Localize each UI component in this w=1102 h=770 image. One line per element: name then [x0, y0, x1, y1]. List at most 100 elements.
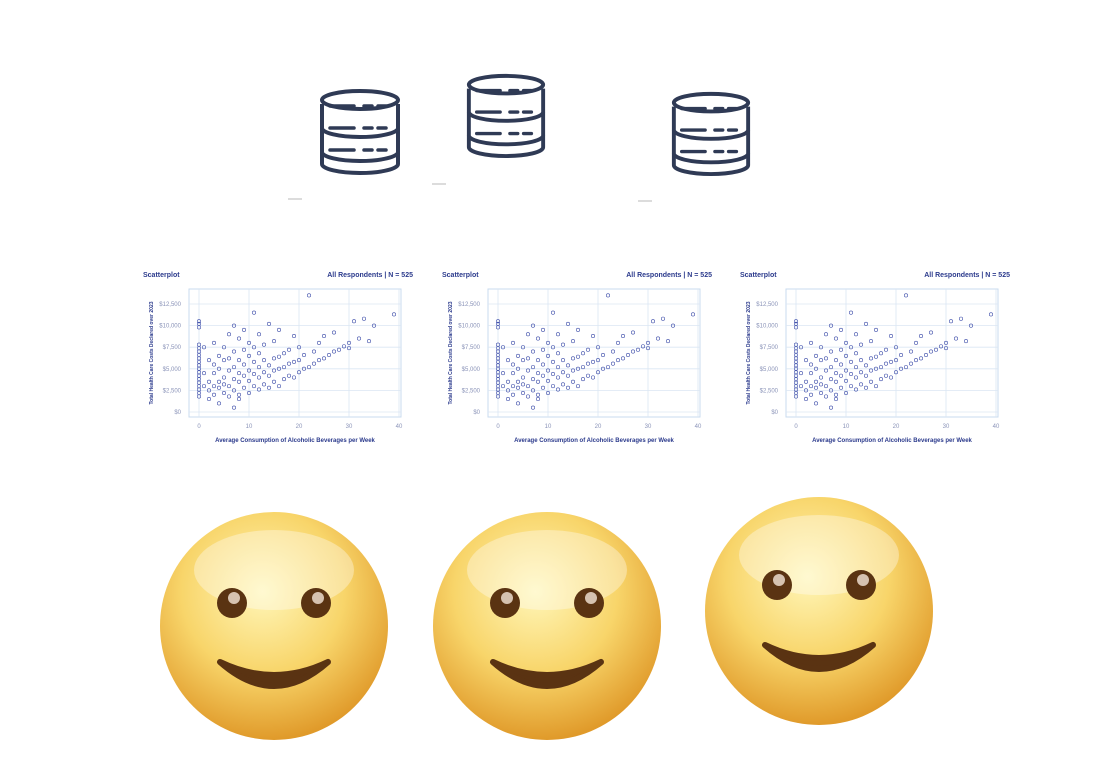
data-point: [312, 361, 317, 366]
data-point: [267, 385, 272, 390]
data-point: [824, 332, 829, 337]
data-point: [500, 384, 505, 389]
data-point: [606, 293, 611, 298]
y-tick-label: $10,000: [756, 324, 778, 330]
data-point: [302, 366, 307, 371]
data-point: [864, 363, 869, 368]
data-point: [222, 358, 227, 363]
data-point: [561, 358, 566, 363]
data-point: [541, 327, 546, 332]
data-point: [367, 339, 372, 344]
data-point: [531, 349, 536, 354]
data-point: [212, 371, 217, 376]
data-point: [237, 397, 242, 402]
data-point: [267, 373, 272, 378]
data-point: [793, 325, 798, 330]
data-point: [212, 340, 217, 345]
data-point: [859, 342, 864, 347]
data-point: [889, 375, 894, 380]
data-point: [611, 361, 616, 366]
data-point: [227, 356, 232, 361]
smiling-face-icon: [705, 497, 933, 725]
database-icon: [466, 73, 546, 158]
data-point: [919, 333, 924, 338]
data-point: [551, 359, 556, 364]
database-icon: [671, 91, 751, 176]
data-point: [556, 351, 561, 356]
data-point: [839, 347, 844, 352]
chart-title: Scatterplot: [442, 272, 479, 279]
data-point: [516, 353, 521, 358]
data-point: [217, 385, 222, 390]
y-tick-label: $5,000: [462, 367, 481, 373]
data-point: [526, 332, 531, 337]
data-point: [521, 382, 526, 387]
data-point: [536, 397, 541, 402]
data-point: [242, 327, 247, 332]
data-point: [596, 370, 601, 375]
y-axis-label: Total Health Care Costs Declared over 20…: [448, 301, 454, 404]
data-point: [272, 356, 277, 361]
data-point: [566, 321, 571, 326]
data-point: [282, 377, 287, 382]
data-point: [601, 366, 606, 371]
data-point: [347, 340, 352, 345]
data-point: [814, 379, 819, 384]
data-point: [954, 336, 959, 341]
data-point: [631, 330, 636, 335]
smiling-face-icon: [160, 512, 388, 740]
data-point: [834, 358, 839, 363]
data-point: [217, 379, 222, 384]
data-point: [581, 365, 586, 370]
data-point: [342, 344, 347, 349]
data-point: [546, 368, 551, 373]
data-point: [596, 345, 601, 350]
data-point: [939, 344, 944, 349]
x-tick-label: 0: [197, 424, 201, 430]
data-point: [586, 347, 591, 352]
data-point: [646, 340, 651, 345]
data-point: [824, 356, 829, 361]
data-point: [541, 385, 546, 390]
data-point: [511, 384, 516, 389]
data-point: [839, 385, 844, 390]
data-point: [829, 349, 834, 354]
data-point: [884, 347, 889, 352]
data-point: [829, 323, 834, 328]
data-point: [332, 330, 337, 335]
data-point: [879, 351, 884, 356]
data-point: [531, 388, 536, 393]
data-point: [844, 390, 849, 395]
data-point: [819, 358, 824, 363]
data-point: [277, 354, 282, 359]
x-tick-label: 10: [246, 424, 253, 430]
data-point: [287, 347, 292, 352]
data-point: [232, 377, 237, 382]
data-point: [536, 379, 541, 384]
data-point: [839, 373, 844, 378]
data-point: [337, 347, 342, 352]
data-point: [869, 379, 874, 384]
data-point: [844, 340, 849, 345]
data-point: [506, 397, 511, 402]
data-point: [874, 384, 879, 389]
data-point: [798, 384, 803, 389]
data-point: [257, 332, 262, 337]
y-tick-label: $2,500: [163, 388, 182, 394]
y-tick-label: $10,000: [458, 324, 480, 330]
data-point: [809, 340, 814, 345]
y-tick-label: $0: [473, 410, 480, 416]
data-point: [536, 371, 541, 376]
chart-title: Scatterplot: [740, 272, 777, 279]
data-point: [196, 325, 201, 330]
data-point: [809, 371, 814, 376]
data-point: [656, 336, 661, 341]
x-tick-label: 10: [843, 424, 850, 430]
data-point: [616, 340, 621, 345]
data-point: [516, 379, 521, 384]
data-point: [601, 352, 606, 357]
data-point: [546, 353, 551, 358]
data-point: [849, 310, 854, 315]
data-point: [814, 366, 819, 371]
y-tick-label: $2,500: [462, 388, 481, 394]
